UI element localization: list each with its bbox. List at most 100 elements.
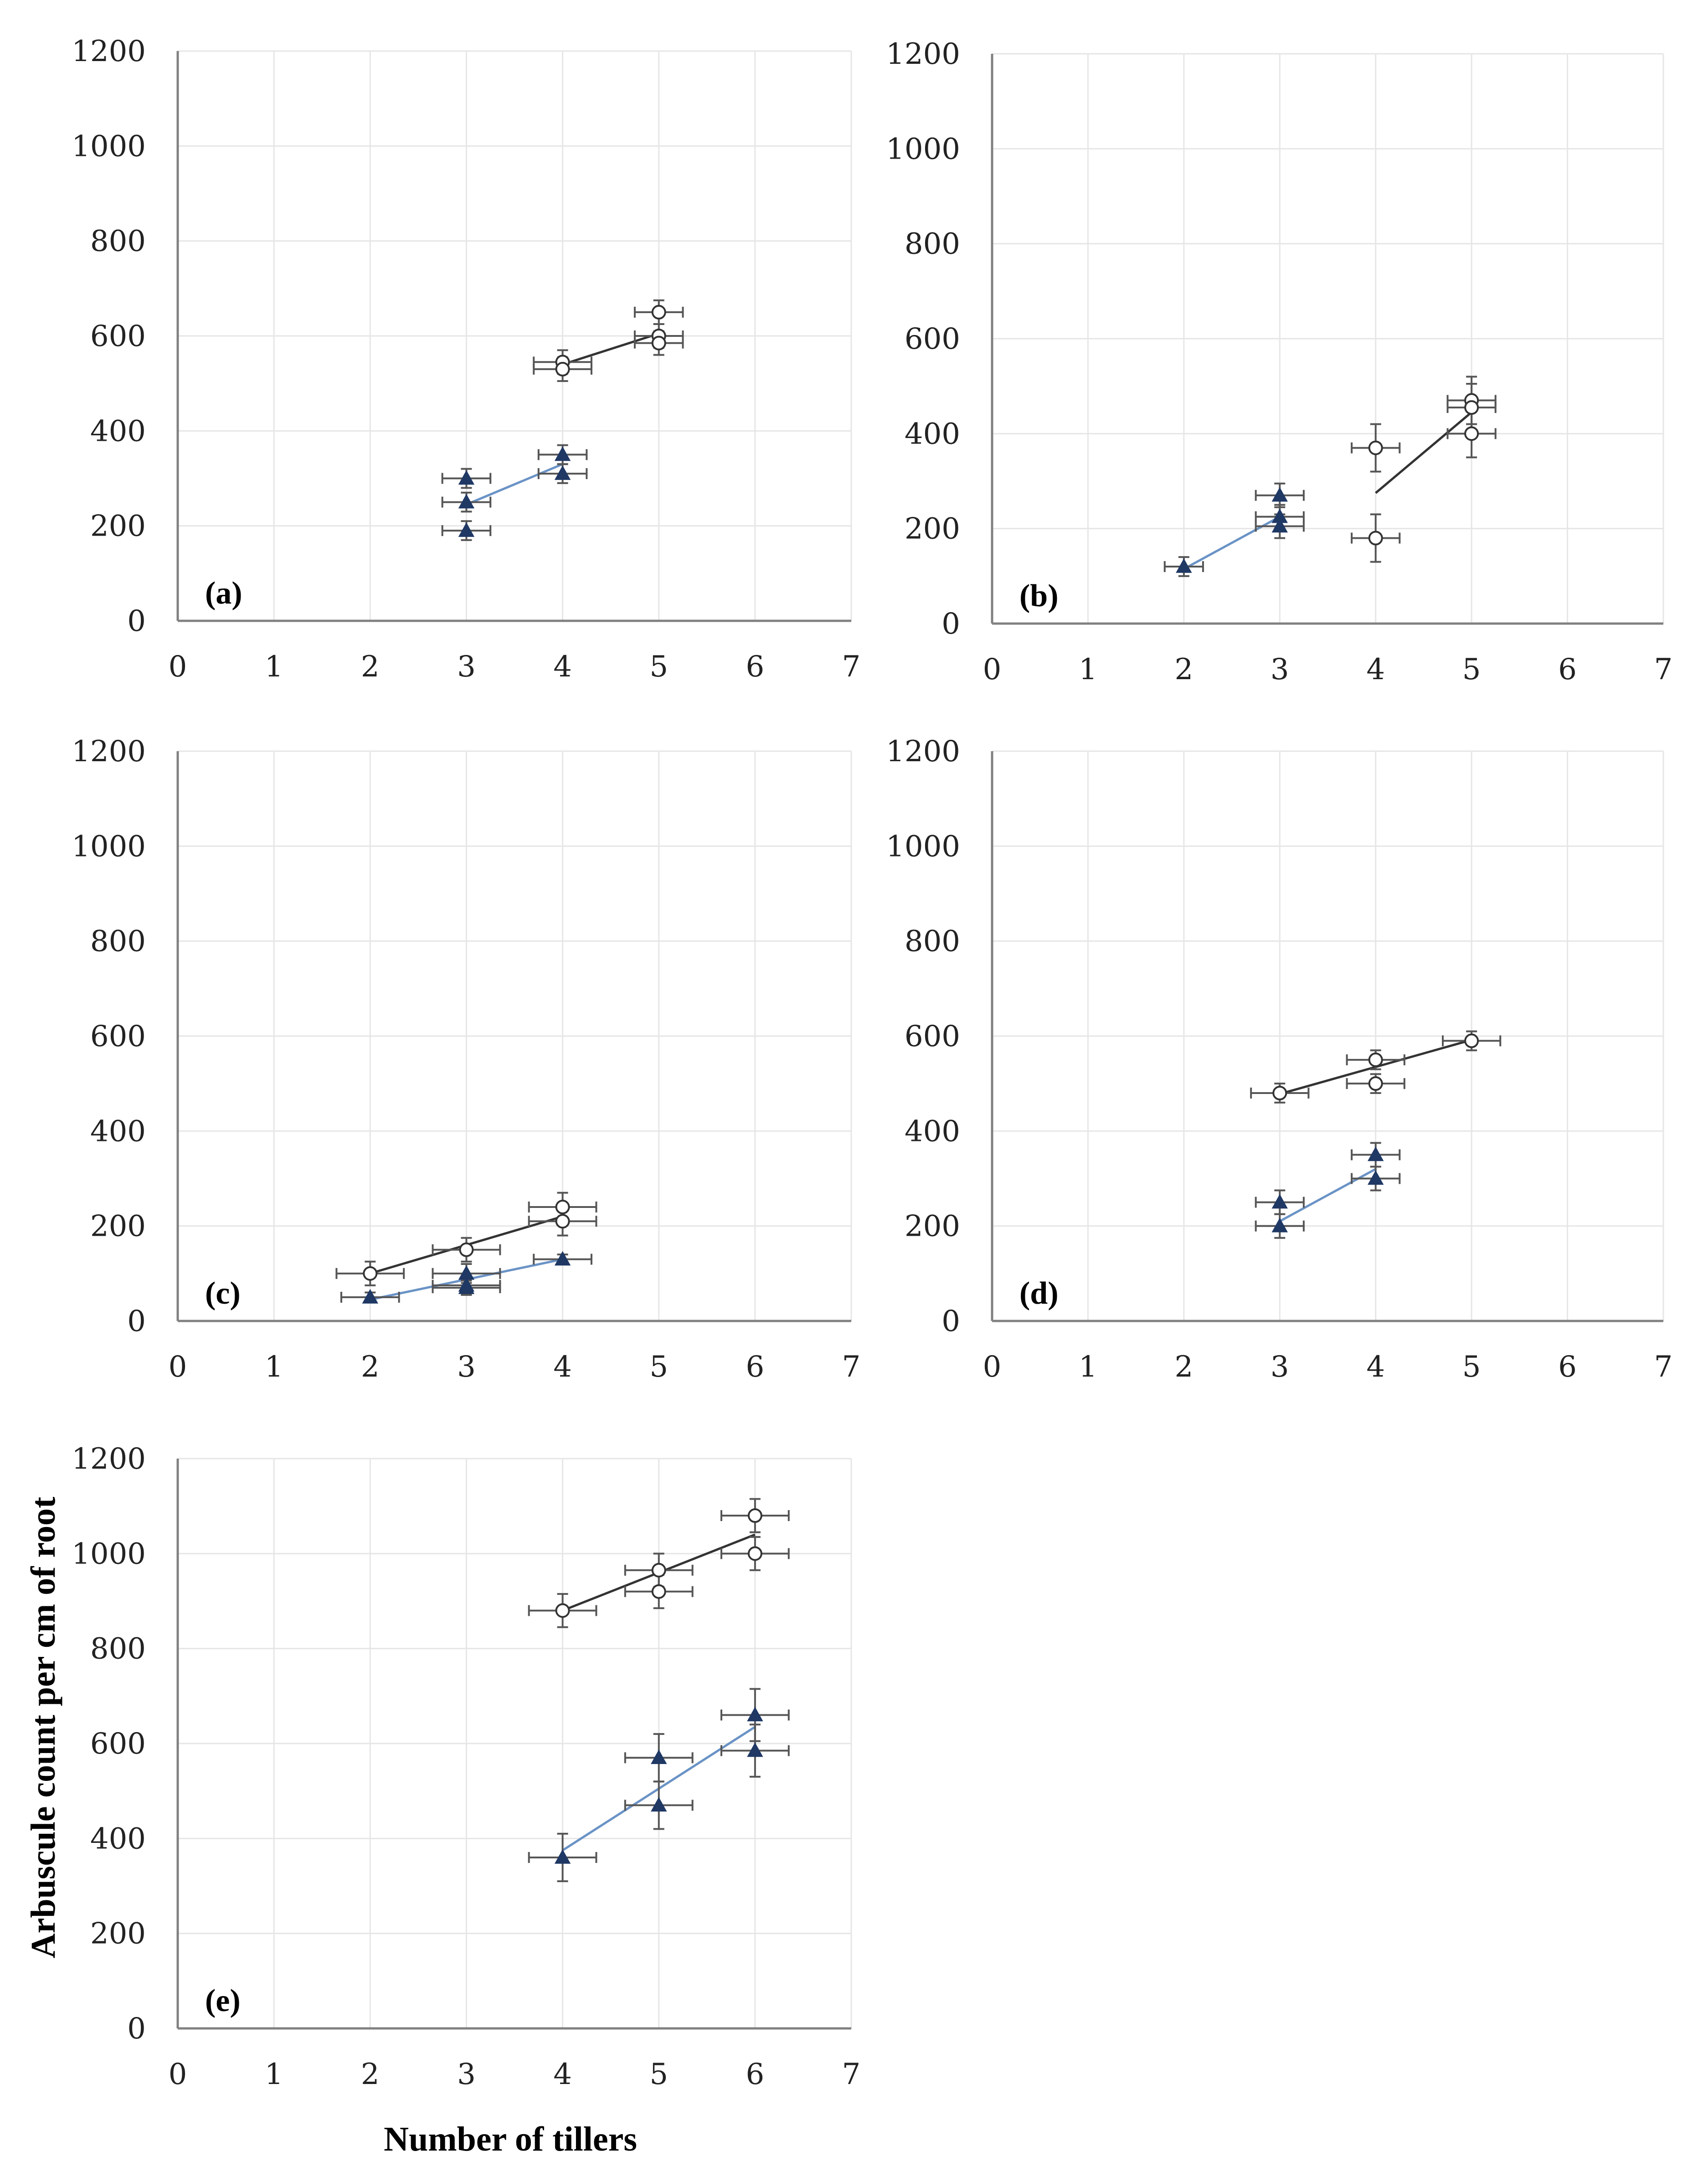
x-tick-label: 6: [746, 650, 764, 684]
series-filled-triangles: [1255, 1142, 1401, 1239]
y-tick-label: 600: [90, 320, 146, 353]
x-tick-label: 0: [983, 653, 1002, 686]
data-point-circle: [555, 361, 570, 377]
x-tick-label: 5: [1462, 1350, 1481, 1384]
data-point-triangle: [362, 1289, 378, 1304]
data-point-triangle: [554, 1849, 571, 1864]
y-tick-label: 400: [905, 417, 960, 451]
data-point-triangle: [1368, 1170, 1384, 1185]
data-point-triangle: [1271, 518, 1288, 533]
x-tick-label: 1: [265, 1350, 283, 1384]
series-filled-triangles: [1163, 482, 1305, 577]
y-tick-label: 600: [90, 1727, 146, 1761]
y-tick-label: 400: [90, 1822, 146, 1856]
x-tick-label: 3: [1271, 1350, 1289, 1384]
data-point-triangle: [747, 1742, 763, 1757]
y-tick-label: 1200: [72, 35, 146, 68]
panel-label: (e): [205, 1983, 241, 2018]
x-tick-label: 3: [457, 1350, 476, 1384]
x-tick-label: 1: [265, 2058, 283, 2091]
data-point-circle: [555, 1603, 570, 1618]
x-tick-label: 0: [169, 650, 187, 684]
data-point-triangle: [554, 1251, 571, 1266]
x-tick-label: 3: [1271, 653, 1289, 686]
y-tick-label: 0: [127, 2012, 146, 2046]
x-tick-label: 2: [1174, 1350, 1193, 1384]
series-open-circles: [1250, 1030, 1502, 1104]
data-point-triangle: [458, 470, 475, 485]
trend-line: [1375, 411, 1472, 494]
x-tick-label: 4: [553, 650, 572, 684]
series-open-circles: [1351, 376, 1497, 563]
y-tick-label: 1000: [886, 132, 960, 166]
x-tick-label: 4: [1366, 1350, 1385, 1384]
series-open-circles: [335, 1192, 597, 1286]
trend-line: [562, 332, 659, 366]
x-tick-label: 2: [1174, 653, 1193, 686]
y-tick-label: 1200: [886, 37, 960, 71]
y-tick-label: 800: [905, 925, 960, 959]
y-tick-label: 400: [905, 1114, 960, 1148]
x-tick-label: 7: [842, 1350, 861, 1384]
x-tick-label: 5: [649, 650, 668, 684]
y-tick-label: 0: [941, 607, 960, 641]
x-tick-label: 7: [842, 650, 861, 684]
series-filled-triangles: [528, 1688, 790, 1883]
x-tick-label: 2: [361, 650, 380, 684]
data-point-circle: [651, 335, 666, 351]
y-tick-label: 200: [90, 510, 146, 543]
series-open-circles: [528, 1498, 790, 1628]
y-tick-label: 600: [905, 1020, 960, 1053]
panel-label: (d): [1019, 1276, 1059, 1311]
x-tick-label: 7: [1654, 653, 1673, 686]
y-tick-label: 800: [905, 227, 960, 261]
y-tick-label: 800: [90, 225, 146, 258]
data-point-circle: [555, 1200, 570, 1214]
data-point-circle: [1368, 440, 1383, 455]
data-point-circle: [747, 1508, 762, 1523]
x-tick-label: 6: [1558, 653, 1577, 686]
data-point-triangle: [747, 1707, 763, 1722]
trend-line: [466, 463, 563, 506]
y-axis-title: Arbuscule count per cm of root: [24, 1497, 62, 1959]
trend-line: [1279, 1168, 1376, 1223]
y-tick-label: 0: [941, 1305, 960, 1338]
panel-b: 0 1 2 3 4 5 6 7 0 200 400 600 800 1000 1200 (b): [886, 37, 1672, 686]
y-tick-label: 1200: [886, 735, 960, 769]
x-tick-label: 2: [361, 2058, 380, 2091]
panel-label: (c): [205, 1276, 241, 1311]
panel-d: 0 1 2 3 4 5 6 7 0 200 400 600 800 1000 1200 (d): [886, 735, 1672, 1384]
data-point-circle: [1368, 1052, 1383, 1068]
data-point-triangle: [458, 1279, 475, 1294]
y-tick-label: 800: [90, 925, 146, 959]
y-tick-label: 0: [127, 1305, 146, 1338]
data-point-triangle: [554, 446, 571, 461]
y-tick-label: 1000: [72, 830, 146, 863]
x-tick-label: 0: [983, 1350, 1002, 1384]
y-tick-label: 200: [905, 512, 960, 546]
data-point-circle: [1464, 426, 1479, 441]
y-tick-label: 0: [127, 604, 146, 638]
data-point-circle: [1464, 1033, 1479, 1048]
y-tick-label: 200: [90, 1917, 146, 1951]
x-tick-label: 4: [553, 2058, 572, 2091]
x-tick-label: 1: [1079, 653, 1097, 686]
data-point-circle: [363, 1266, 378, 1281]
x-tick-label: 7: [1654, 1350, 1673, 1384]
series-filled-triangles: [441, 444, 588, 541]
data-point-circle: [651, 304, 666, 320]
data-point-circle: [1368, 1076, 1383, 1091]
data-point-circle: [1272, 1086, 1287, 1100]
x-axis-title: Number of tillers: [384, 2120, 637, 2158]
data-point-triangle: [1271, 1194, 1288, 1209]
series-open-circles: [533, 299, 684, 382]
data-point-triangle: [1176, 558, 1192, 573]
panel-a: 0 1 2 3 4 5 6 7 0 200 400 600 800 1000 1200 (a): [72, 35, 860, 684]
panel-label: (b): [1019, 578, 1059, 614]
data-point-triangle: [554, 465, 571, 480]
y-tick-label: 1200: [72, 735, 146, 769]
y-tick-label: 800: [90, 1632, 146, 1666]
x-tick-label: 0: [169, 2058, 187, 2091]
